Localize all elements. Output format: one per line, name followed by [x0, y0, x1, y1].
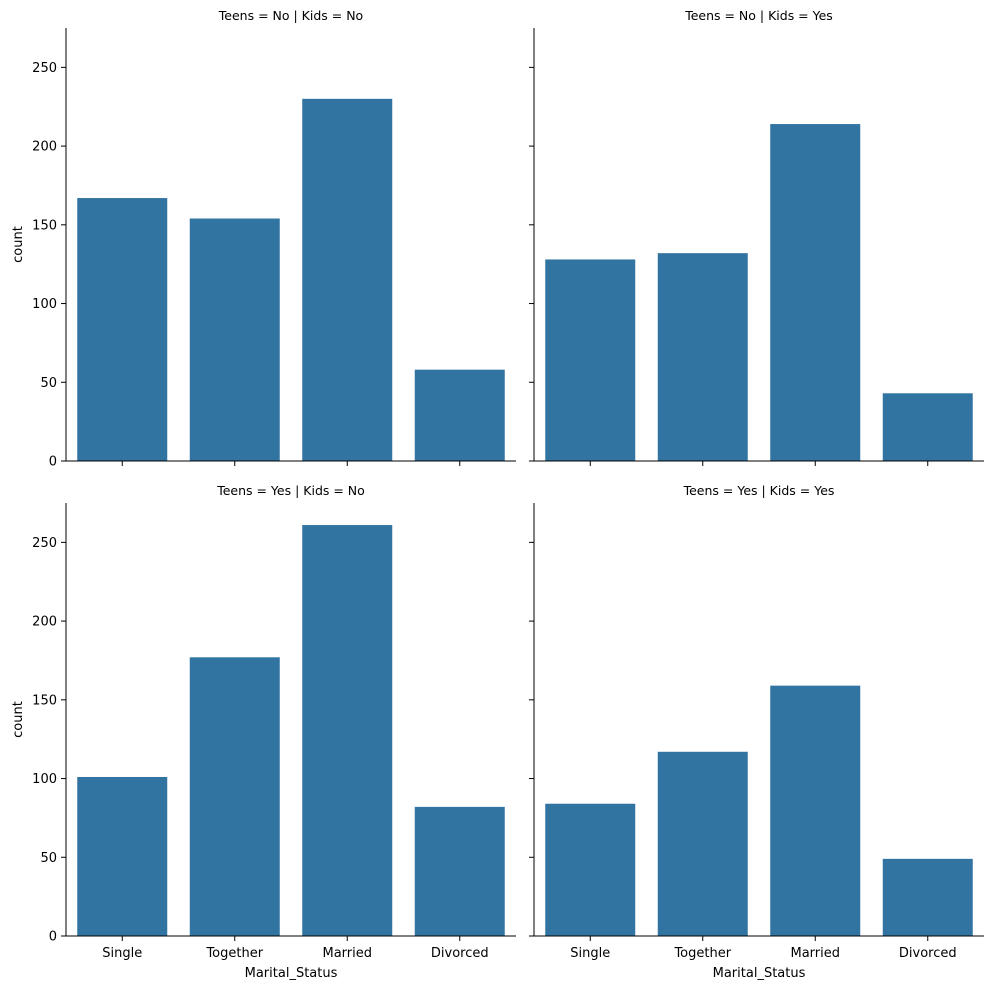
y-tick-label: 150 [32, 218, 57, 233]
x-tick-label: Single [102, 946, 142, 961]
panel-title: Teens = Yes | Kids = No [216, 483, 365, 498]
y-tick-label: 150 [32, 693, 57, 708]
facet-panel: Teens = Yes | Kids = Yes Single Together Ma… [529, 483, 984, 981]
x-tick-label: Together [673, 946, 731, 961]
y-tick-label: 250 [32, 61, 57, 76]
bar [545, 803, 636, 936]
x-tick-label: Married [790, 946, 840, 961]
y-tick-label: 50 [40, 851, 57, 866]
y-tick-label: 200 [32, 140, 57, 155]
y-tick-label: 200 [32, 615, 57, 630]
y-axis-title: count [11, 701, 26, 738]
panel-title: Teens = No | Kids = Yes [684, 8, 833, 23]
panel-title: Teens = No | Kids = No [218, 8, 363, 23]
bar [882, 393, 973, 461]
y-tick-label: 250 [32, 536, 57, 551]
y-axis-title: count [11, 226, 26, 263]
bar [657, 751, 748, 936]
bar [414, 806, 505, 936]
bar [657, 253, 748, 461]
x-tick-label: Divorced [431, 946, 489, 961]
x-axis-title: Marital_Status [245, 966, 338, 981]
bar [77, 198, 168, 461]
y-tick-label: 100 [32, 772, 57, 787]
x-tick-label: Together [205, 946, 263, 961]
y-tick-label: 0 [49, 455, 57, 470]
bar [189, 218, 280, 461]
facet-panel: Teens = No | Kids = No 0 50 100 150 200 250 cou… [11, 8, 516, 470]
panel-title: Teens = Yes | Kids = Yes [683, 483, 835, 498]
bar [77, 776, 168, 936]
x-tick-label: Married [322, 946, 372, 961]
bar [414, 369, 505, 461]
y-tick-label: 100 [32, 297, 57, 312]
y-tick-label: 0 [49, 930, 57, 945]
x-tick-label: Single [570, 946, 610, 961]
facet-panel: Teens = No | Kids = Yes [529, 8, 984, 466]
x-tick-label: Divorced [899, 946, 957, 961]
bar [545, 259, 636, 461]
facet-panel: Teens = Yes | Kids = No 0 50 100 150 200 250 Si… [11, 483, 516, 981]
bar [882, 858, 973, 936]
x-axis-title: Marital_Status [713, 966, 806, 981]
bar [770, 685, 861, 936]
bar [770, 124, 861, 461]
y-tick-label: 50 [40, 376, 57, 391]
bar [302, 98, 393, 461]
bar [189, 657, 280, 936]
bar [302, 525, 393, 936]
